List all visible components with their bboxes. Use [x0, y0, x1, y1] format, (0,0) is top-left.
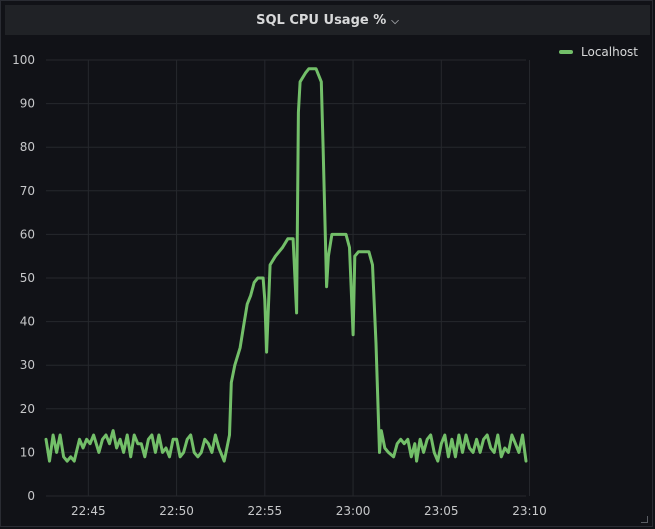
chevron-down-icon[interactable]: ⌵ [391, 15, 399, 27]
y-tick-label: 0 [27, 489, 35, 503]
x-tick-label: 23:10 [512, 504, 547, 518]
y-tick-label: 70 [20, 184, 35, 198]
y-tick-label: 20 [20, 402, 35, 416]
y-tick-label: 60 [20, 227, 35, 241]
series-line-localhost[interactable] [44, 67, 528, 463]
x-tick-label: 23:00 [336, 504, 371, 518]
x-tick-label: 22:55 [248, 504, 283, 518]
legend-item-localhost[interactable]: Localhost [559, 45, 638, 59]
y-tick-label: 40 [20, 315, 35, 329]
y-tick-label: 10 [20, 445, 35, 459]
x-tick-label: 22:50 [159, 504, 194, 518]
y-tick-label: 100 [12, 53, 35, 67]
panel-header[interactable]: SQL CPU Usage % ⌵ [5, 5, 650, 35]
y-tick-label: 90 [20, 97, 35, 111]
resize-handle-icon[interactable] [641, 516, 648, 523]
x-tick-label: 22:45 [71, 504, 106, 518]
panel-title[interactable]: SQL CPU Usage % [256, 12, 387, 28]
y-tick-label: 80 [20, 140, 35, 154]
legend-swatch [559, 50, 573, 54]
legend-label: Localhost [581, 45, 639, 59]
x-tick-label: 23:05 [424, 504, 459, 518]
y-tick-label: 50 [20, 271, 35, 285]
y-tick-label: 30 [20, 358, 35, 372]
